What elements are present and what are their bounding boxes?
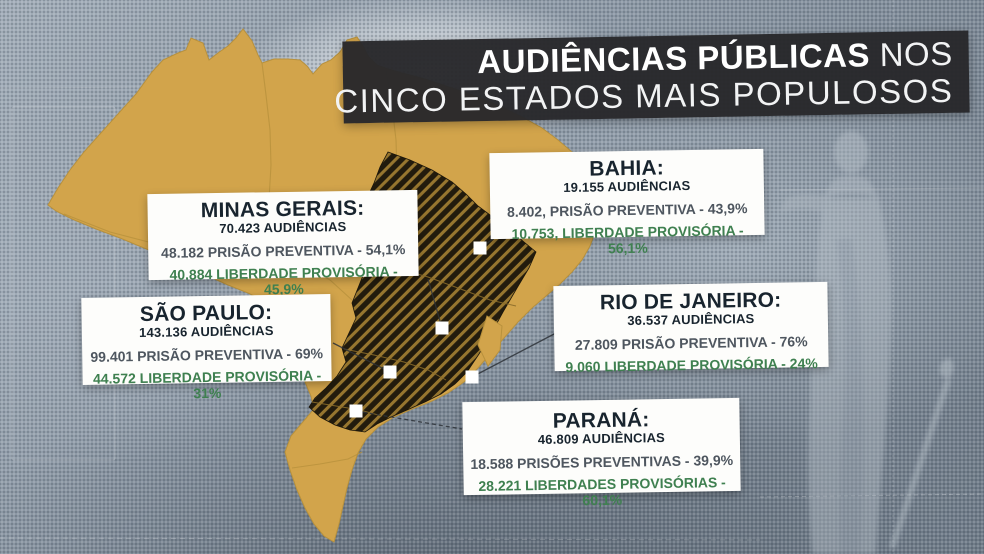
preventiva-stat: 99.401 PRISÃO PREVENTIVA - 69% <box>90 345 324 365</box>
title-line-2: CINCO ESTADOS MAIS POPULOSOS <box>334 71 954 120</box>
provisoria-stat: 10.753, LIBERDADE PROVISÓRIA - 56,1% <box>511 222 744 257</box>
preventiva-stat: 48.182 PRISÃO PREVENTIVA - 54,1% <box>160 241 406 261</box>
state-markers <box>349 241 487 418</box>
provisoria-stat: 40.884 LIBERDADE PROVISÓRIA - 45,9% <box>169 263 398 298</box>
marker-sao-paulo <box>383 365 397 379</box>
infographic-title: AUDIÊNCIAS PÚBLICAS NOS CINCO ESTADOS MA… <box>334 30 970 124</box>
espirito-santo-region <box>477 315 503 367</box>
connector-lines <box>332 238 557 430</box>
connector-sao-paulo <box>332 342 391 373</box>
state-card-parana: PARANÁ: 46.809 AUDIÊNCIAS 18.588 PRISÕES… <box>462 397 741 508</box>
state-card-minas-gerais: MINAS GERAIS: 70.423 AUDIÊNCIAS 48.182 P… <box>147 189 419 297</box>
audiencias-count: 36.537 AUDIÊNCIAS <box>627 311 755 328</box>
connector-parana <box>355 410 463 430</box>
connector-minas-gerais <box>427 278 443 329</box>
provisoria-stat: 44.572 LIBERDADE PROVISÓRIA - 31% <box>92 367 322 402</box>
marker-rio-de-janeiro <box>465 370 479 384</box>
marker-minas-gerais <box>435 321 449 335</box>
connector-rio-de-janeiro <box>471 332 557 378</box>
provisoria-stat: 28.221 LIBERDADES PROVISÓRIAS - 60,1% <box>478 474 726 509</box>
preventiva-stat: 18.588 PRISÕES PREVENTIVAS - 39,9% <box>470 451 734 473</box>
audiencias-count: 46.809 AUDIÊNCIAS <box>537 430 666 447</box>
marker-parana <box>349 404 363 418</box>
audiencias-count: 143.136 AUDIÊNCIAS <box>138 322 274 341</box>
state-card-bahia: BAHIA: 19.155 AUDIÊNCIAS 8.402, PRISÃO P… <box>489 148 765 256</box>
preventiva-stat: 8.402, PRISÃO PREVENTIVA - 43,9% <box>506 200 748 220</box>
audiencias-count: 19.155 AUDIÊNCIAS <box>563 178 691 195</box>
preventiva-stat: 27.809 PRISÃO PREVENTIVA - 76% <box>574 333 808 353</box>
state-card-sao-paulo: SÃO PAULO: 143.136 AUDIÊNCIAS 99.401 PRI… <box>81 294 332 401</box>
justice-statue <box>779 131 954 554</box>
title-light-part: NOS <box>869 34 953 74</box>
marker-bahia <box>473 241 487 255</box>
audiencias-count: 70.423 AUDIÊNCIAS <box>219 219 347 236</box>
state-card-rio-de-janeiro: RIO DE JANEIRO: 36.537 AUDIÊNCIAS 27.809… <box>553 281 829 375</box>
